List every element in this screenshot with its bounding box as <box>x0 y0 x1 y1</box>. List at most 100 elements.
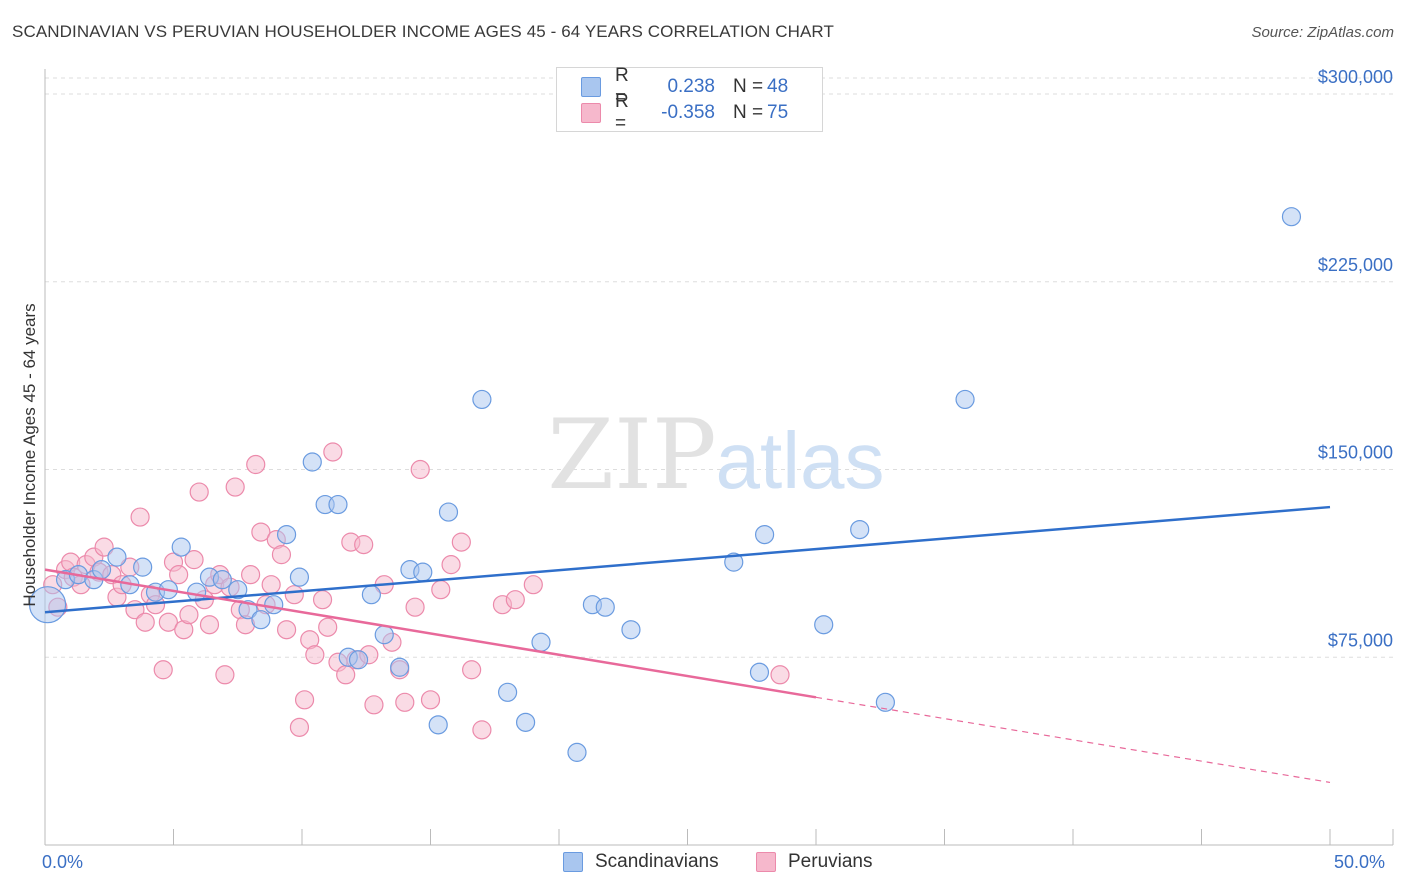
n-label: N = <box>733 76 764 97</box>
peruvians-point <box>294 690 315 710</box>
scandinavians-point <box>428 715 448 735</box>
axes <box>44 69 1394 846</box>
scandinavians-point <box>171 537 191 557</box>
y-tick-label: $150,000 <box>1318 443 1393 463</box>
peruvians-point <box>770 665 790 685</box>
peruvians-point <box>158 612 178 632</box>
r-label: R = <box>615 91 629 134</box>
y-tick-label: $300,000 <box>1318 67 1393 87</box>
n-value: 48 <box>767 76 789 97</box>
scandinavians-points <box>28 207 1302 762</box>
peruvians-point <box>323 442 343 462</box>
y-axis-label: Householder Income Ages 45 - 64 years <box>20 303 39 607</box>
scandinavians-point <box>374 625 394 645</box>
peruvians-point <box>179 605 199 625</box>
r-value: -0.358 <box>661 102 715 123</box>
scandinavians-point <box>621 620 641 640</box>
series-legend: Scandinavians Peruvians <box>0 851 1406 877</box>
scandinavians-point <box>955 389 975 410</box>
scandinavians-point <box>276 524 297 545</box>
peruvians-point <box>94 537 114 557</box>
scandinavians-swatch <box>581 77 601 97</box>
scandinavians-point <box>107 547 127 567</box>
y-tick-label: $225,000 <box>1318 255 1393 275</box>
peruvians-point <box>241 565 261 585</box>
r-value: 0.238 <box>667 76 715 97</box>
peruvians-point <box>395 692 415 712</box>
scandinavians-point <box>228 580 248 600</box>
peruvians-trend-line <box>44 568 817 699</box>
scandinavians-point <box>814 615 834 635</box>
scandinavians-point <box>498 682 518 702</box>
n-value: 75 <box>767 102 789 123</box>
peruvians-point <box>169 565 189 585</box>
peruvians-legend-label: Peruvians <box>788 851 873 872</box>
peruvians-point <box>312 590 333 610</box>
peruvians-trend-extension <box>815 696 1331 784</box>
legend-row-scandinavians: R = 0.238 N = 48 <box>581 65 789 108</box>
peruvians-point <box>184 550 204 570</box>
scandinavians-point <box>850 519 870 540</box>
y-tick-labels: $75,000 $150,000 $225,000 $300,000 <box>1318 67 1393 650</box>
peruvians-swatch <box>581 103 601 123</box>
peruvians-point <box>305 645 325 665</box>
peruvians-point <box>431 580 451 600</box>
peruvians-point <box>225 477 245 497</box>
peruvians-point <box>523 575 543 595</box>
peruvians-point <box>261 575 281 595</box>
scandinavians-point <box>390 657 410 677</box>
n-label: N = <box>733 102 764 123</box>
scandinavians-point <box>472 389 492 410</box>
peruvians-point <box>420 690 441 710</box>
chart-source: Source: ZipAtlas.com <box>1251 24 1394 41</box>
peruvians-point <box>318 617 338 637</box>
peruvians-point <box>189 482 209 502</box>
peruvians-point <box>505 590 525 610</box>
scandinavians-point <box>289 567 310 587</box>
scandinavians-point <box>264 595 284 615</box>
scandinavians-legend-label: Scandinavians <box>595 851 719 872</box>
peruvians-point <box>451 532 471 552</box>
watermark-atlas: atlas <box>716 416 885 505</box>
scandinavians-legend-swatch <box>563 852 583 872</box>
peruvians-point <box>441 555 461 575</box>
scandinavians-point <box>348 650 369 670</box>
legend-item-scandinavians[interactable]: Scandinavians <box>563 851 719 873</box>
peruvians-point <box>215 665 235 685</box>
watermark-zip: ZIP <box>547 399 716 511</box>
scandinavians-point <box>515 712 536 732</box>
scandinavians-point <box>28 586 67 624</box>
correlation-legend: R = 0.238 N = 48 R = -0.358 N = 75 <box>556 65 823 134</box>
peruvians-point <box>246 454 266 475</box>
scandinavians-trend-line <box>44 505 1331 614</box>
peruvians-point <box>130 507 150 527</box>
r-label: R = <box>615 65 629 108</box>
scandinavians-point <box>749 662 770 682</box>
peruvians-point <box>276 620 297 640</box>
legend-row-peruvians: R = -0.358 N = 75 <box>581 91 789 134</box>
scandinavians-point <box>251 610 271 630</box>
peruvians-point <box>135 612 155 632</box>
scandinavians-point <box>567 742 587 762</box>
scandinavians-point <box>212 570 232 590</box>
peruvians-point <box>284 585 304 605</box>
peruvians-point <box>199 615 220 635</box>
scandinavians-point <box>302 452 322 472</box>
peruvians-point <box>354 535 374 555</box>
peruvians-point <box>153 660 173 680</box>
legend-item-peruvians[interactable]: Peruvians <box>756 851 873 873</box>
scandinavians-point <box>133 557 153 577</box>
peruvians-point <box>289 717 310 737</box>
chart-title: SCANDINAVIAN VS PERUVIAN HOUSEHOLDER INC… <box>12 22 834 41</box>
scandinavians-point <box>595 597 615 617</box>
peruvians-point <box>472 720 492 740</box>
scandinavians-point <box>1281 207 1302 227</box>
peruvians-point <box>410 459 430 480</box>
scandinavians-point <box>875 692 895 712</box>
x-min-label: 0.0% <box>42 852 84 872</box>
trend-lines <box>44 505 1331 784</box>
peruvians-point <box>405 597 425 617</box>
scandinavians-point <box>531 632 551 652</box>
scandinavians-point <box>754 524 775 545</box>
